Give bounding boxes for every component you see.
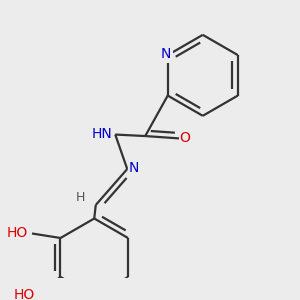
Text: HN: HN: [92, 127, 113, 141]
Text: HO: HO: [14, 288, 35, 300]
Text: HO: HO: [6, 226, 28, 240]
Text: O: O: [180, 131, 190, 145]
Text: H: H: [76, 191, 85, 204]
Text: N: N: [129, 160, 139, 175]
Text: N: N: [161, 47, 171, 61]
